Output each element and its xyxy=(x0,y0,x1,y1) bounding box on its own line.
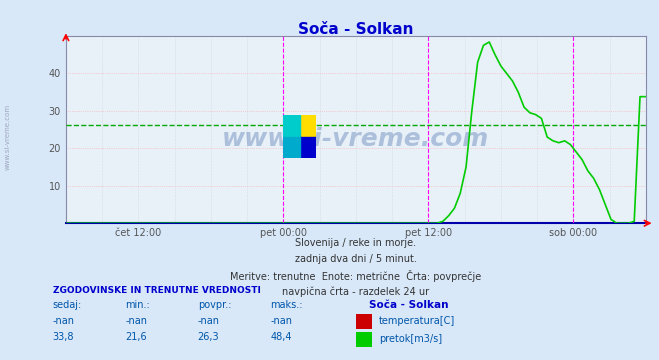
Text: Soča - Solkan: Soča - Solkan xyxy=(298,22,414,37)
Text: Slovenija / reke in morje.: Slovenija / reke in morje. xyxy=(295,238,416,248)
Text: 48,4: 48,4 xyxy=(270,332,292,342)
Text: 21,6: 21,6 xyxy=(125,332,147,342)
Text: 33,8: 33,8 xyxy=(53,332,74,342)
Text: povpr.:: povpr.: xyxy=(198,300,231,310)
Bar xyxy=(283,115,300,137)
Bar xyxy=(300,137,316,158)
Text: -nan: -nan xyxy=(125,316,147,326)
Text: ZGODOVINSKE IN TRENUTNE VREDNOSTI: ZGODOVINSKE IN TRENUTNE VREDNOSTI xyxy=(53,287,260,296)
Text: -nan: -nan xyxy=(198,316,219,326)
Text: min.:: min.: xyxy=(125,300,150,310)
Text: Soča - Solkan: Soča - Solkan xyxy=(369,300,449,310)
Text: www.si-vreme.com: www.si-vreme.com xyxy=(222,127,490,151)
Text: maks.:: maks.: xyxy=(270,300,302,310)
Text: 26,3: 26,3 xyxy=(198,332,219,342)
Text: sedaj:: sedaj: xyxy=(53,300,82,310)
Text: www.si-vreme.com: www.si-vreme.com xyxy=(5,104,11,170)
Bar xyxy=(300,115,316,137)
Text: navpična črta - razdelek 24 ur: navpična črta - razdelek 24 ur xyxy=(282,286,430,297)
Text: temperatura[C]: temperatura[C] xyxy=(379,316,455,327)
Bar xyxy=(283,137,300,158)
Text: Meritve: trenutne  Enote: metrične  Črta: povprečje: Meritve: trenutne Enote: metrične Črta: … xyxy=(230,270,482,282)
Text: -nan: -nan xyxy=(53,316,74,326)
Text: zadnja dva dni / 5 minut.: zadnja dva dni / 5 minut. xyxy=(295,254,416,264)
Text: -nan: -nan xyxy=(270,316,292,326)
Text: pretok[m3/s]: pretok[m3/s] xyxy=(379,334,442,345)
